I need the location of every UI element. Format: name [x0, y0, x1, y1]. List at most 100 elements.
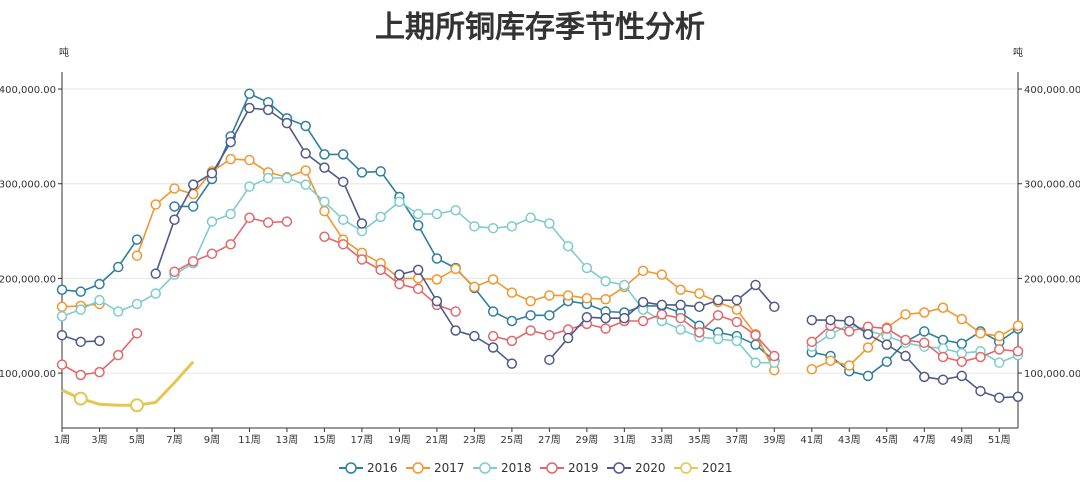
data-point[interactable] — [656, 309, 668, 320]
data-point[interactable] — [712, 310, 724, 321]
data-point[interactable] — [544, 218, 555, 229]
data-point[interactable] — [506, 358, 518, 369]
data-point[interactable] — [75, 336, 86, 348]
data-point[interactable] — [562, 332, 574, 344]
data-point[interactable] — [731, 294, 743, 306]
data-point[interactable] — [169, 266, 180, 278]
data-point[interactable] — [825, 329, 836, 340]
data-point[interactable] — [487, 222, 499, 234]
data-point[interactable] — [562, 290, 574, 301]
data-point[interactable] — [881, 339, 893, 350]
data-point[interactable] — [431, 253, 443, 264]
data-point[interactable] — [675, 284, 686, 296]
data-point[interactable] — [919, 307, 930, 318]
data-point[interactable] — [319, 162, 330, 173]
data-point[interactable] — [994, 330, 1005, 342]
data-point[interactable] — [56, 284, 68, 296]
data-point[interactable] — [131, 298, 143, 310]
data-point[interactable] — [956, 313, 968, 325]
data-point[interactable] — [244, 181, 255, 192]
data-point[interactable] — [469, 221, 480, 232]
data-point[interactable] — [769, 301, 780, 313]
data-point[interactable] — [881, 323, 893, 334]
data-point[interactable] — [281, 172, 293, 184]
data-point[interactable] — [862, 342, 874, 353]
data-point[interactable] — [900, 350, 911, 362]
data-point[interactable] — [825, 314, 836, 326]
data-point[interactable] — [637, 315, 649, 327]
data-point[interactable] — [262, 104, 274, 116]
data-point[interactable] — [169, 183, 180, 194]
data-point[interactable] — [431, 208, 443, 220]
data-point[interactable] — [262, 217, 274, 228]
data-point[interactable] — [956, 338, 968, 349]
data-point[interactable] — [394, 196, 405, 207]
data-point[interactable] — [581, 262, 593, 274]
data-point[interactable] — [187, 256, 199, 267]
legend-item-2017[interactable]: 2017 — [406, 461, 465, 475]
data-point[interactable] — [769, 350, 780, 362]
data-point[interactable] — [731, 316, 743, 328]
data-point[interactable] — [506, 315, 518, 327]
legend-item-2020[interactable]: 2020 — [607, 461, 666, 475]
data-point[interactable] — [131, 328, 143, 339]
data-point[interactable] — [75, 286, 86, 297]
data-point[interactable] — [150, 199, 161, 210]
data-point[interactable] — [131, 250, 143, 261]
data-point[interactable] — [375, 264, 386, 276]
data-point[interactable] — [900, 334, 911, 346]
data-point[interactable] — [206, 168, 218, 179]
data-point[interactable] — [337, 176, 349, 188]
data-point[interactable] — [544, 290, 555, 301]
data-point[interactable] — [337, 149, 349, 160]
data-point[interactable] — [1012, 346, 1024, 357]
data-point[interactable] — [356, 167, 368, 178]
legend-item-2021[interactable]: 2021 — [674, 461, 733, 475]
data-point[interactable] — [712, 333, 724, 345]
data-point[interactable] — [319, 205, 330, 217]
data-point[interactable] — [150, 288, 161, 299]
data-point[interactable] — [544, 310, 555, 321]
data-point[interactable] — [525, 295, 536, 307]
data-point[interactable] — [112, 261, 124, 273]
data-point[interactable] — [244, 102, 255, 114]
data-point[interactable] — [919, 326, 930, 337]
data-point[interactable] — [469, 281, 480, 293]
data-point[interactable] — [337, 214, 349, 225]
data-point[interactable] — [844, 360, 855, 371]
data-point[interactable] — [750, 329, 761, 341]
data-point[interactable] — [281, 117, 293, 129]
data-point[interactable] — [75, 369, 86, 381]
data-point[interactable] — [562, 324, 574, 335]
data-point[interactable] — [244, 88, 255, 100]
data-point[interactable] — [94, 278, 105, 290]
data-point[interactable] — [487, 330, 499, 342]
data-point[interactable] — [656, 299, 668, 311]
data-point[interactable] — [806, 364, 818, 375]
data-point[interactable] — [73, 391, 88, 406]
data-point[interactable] — [375, 211, 386, 223]
data-point[interactable] — [206, 216, 218, 227]
data-point[interactable] — [656, 269, 668, 280]
data-point[interactable] — [487, 306, 499, 317]
data-point[interactable] — [262, 172, 274, 184]
data-point[interactable] — [281, 216, 293, 227]
legend-item-2019[interactable]: 2019 — [540, 461, 599, 475]
data-point[interactable] — [450, 263, 461, 275]
data-point[interactable] — [356, 218, 368, 229]
data-point[interactable] — [487, 274, 499, 285]
data-point[interactable] — [225, 208, 236, 220]
legend[interactable]: 2016 2017 2018 2019 2020 2021 — [339, 461, 733, 475]
data-point[interactable] — [637, 296, 649, 308]
data-point[interactable] — [206, 248, 218, 260]
data-point[interactable] — [56, 359, 68, 370]
data-point[interactable] — [394, 269, 405, 280]
data-point[interactable] — [956, 370, 968, 382]
data-point[interactable] — [300, 179, 311, 190]
data-point[interactable] — [375, 166, 386, 177]
data-point[interactable] — [244, 154, 255, 166]
data-point[interactable] — [544, 329, 555, 341]
data-point[interactable] — [600, 275, 611, 287]
data-point[interactable] — [731, 335, 743, 347]
data-point[interactable] — [187, 179, 199, 190]
